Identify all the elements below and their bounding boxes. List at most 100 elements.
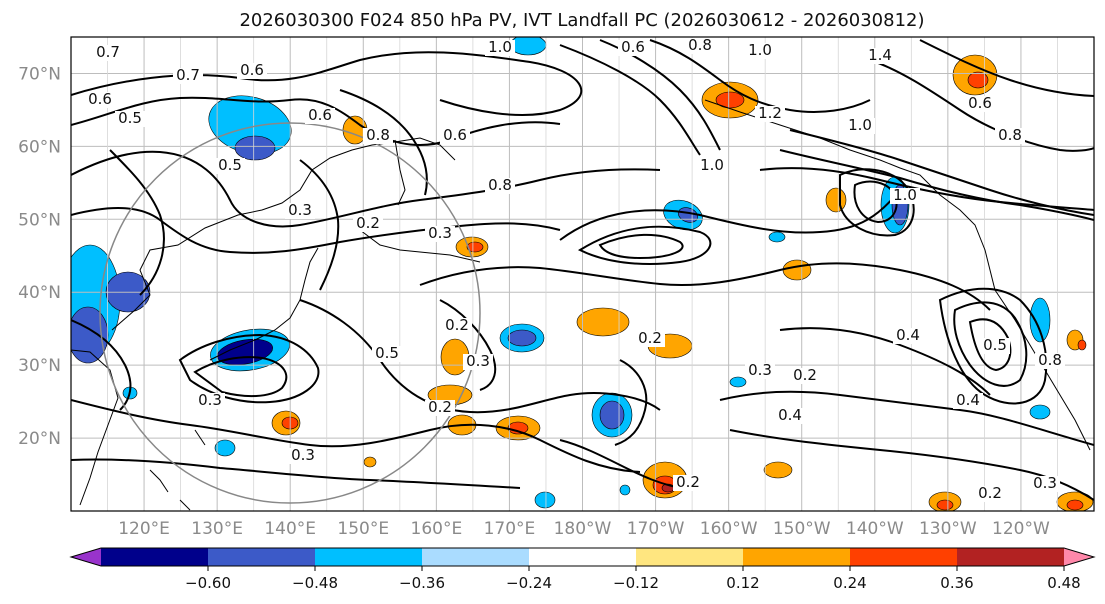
landfall-radius-circle [99,122,481,504]
anomaly-shading [1066,499,1084,511]
contour-label: 0.5 [218,156,242,174]
lon-tick-label: 150°E [337,519,389,539]
anomaly-shading [71,306,109,364]
contour-label: 0.8 [1038,351,1062,369]
latitude-labels: 70°N 60°N 50°N 40°N 30°N 20°N [18,64,61,449]
colorbar-label: 0.36 [940,574,973,592]
lat-tick-label: 70°N [18,64,61,84]
anomaly-shading [729,376,747,388]
pv-contour-line [419,262,991,311]
contour-label: 0.3 [288,201,312,219]
anomaly-shading [763,461,793,479]
lon-tick-label: 140°W [846,519,904,539]
contour-label-bg [673,475,703,491]
colorbar-label: 0.24 [833,574,866,592]
anomaly-shading [1077,339,1087,351]
coast-japan [209,247,319,361]
lon-tick-label: 130°W [919,519,977,539]
contour-label: 1.4 [868,46,892,64]
pv-contour-line [938,287,1048,405]
contour-label: 0.6 [88,90,112,108]
anomaly-shading [825,187,847,213]
contour-label-bg [995,128,1025,144]
pv-contour-line [71,150,661,228]
contour-label-bg [965,96,995,112]
colorbar-segment [850,548,958,566]
pv-contour-line [779,149,1094,221]
pv-contour-line [559,439,691,491]
contour-label-bg [173,68,203,84]
lat-tick-label: 20°N [18,429,61,449]
anomaly-shading [1029,297,1051,343]
colorbar-label: −0.12 [613,574,659,592]
pv-contour-line [789,129,1094,216]
colorbar-segment [529,548,637,566]
contour-label: 0.2 [356,214,380,232]
anomaly-shading [967,71,989,89]
contour-label-bg [440,128,470,144]
colorbar-label: −0.60 [185,574,231,592]
contour-label: 0.2 [793,366,817,384]
contour-labels: 0.7 0.6 0.5 0.7 0.6 0.8 0.6 0.5 0.3 0.2 0.3 0.8 1.0 0… [85,36,1065,502]
figure-title: 2026030300 F024 850 hPa PV, IVT Landfall… [239,10,924,31]
pv-contour-line [839,168,915,237]
contour-label-bg [1030,476,1060,492]
contour-label-bg [485,40,515,56]
contour-label: 0.5 [375,344,399,362]
lon-tick-label: 170°E [484,519,536,539]
contour-label: 0.3 [748,361,772,379]
anomaly-shading [576,307,630,337]
pv-contour-line [178,333,320,404]
contour-label-bg [425,226,455,242]
pv-contour-line [339,89,428,196]
contour-label-bg [195,393,225,409]
pv-contour-line [577,225,712,265]
contour-label: 0.6 [308,106,332,124]
contour-label-bg [372,346,402,362]
anomaly-shading [599,400,625,430]
pv-contour-line [71,399,641,473]
colorbar-label: −0.24 [506,574,552,592]
lon-tick-label: 180°W [554,519,612,539]
contour-label: 0.8 [366,126,390,144]
contour-label: 0.8 [998,126,1022,144]
contour-label: 0.7 [96,43,120,61]
contour-label-bg [215,158,245,174]
contour-label: 0.5 [118,109,142,127]
contour-label-bg [890,188,920,204]
colorbar-label: −0.48 [292,574,338,592]
contour-label-bg [237,63,267,79]
contour-label: 0.6 [621,38,645,56]
longitude-labels: 120°E 130°E 140°E 150°E 160°E 170°E 180°W 170°W… [118,519,1050,539]
lon-tick-label: 160°E [411,519,463,539]
pv-contour-line [649,39,871,113]
contour-label: 0.3 [428,224,452,242]
contour-label-bg [363,128,393,144]
lat-tick-label: 40°N [18,283,61,303]
anomaly-shading [234,135,276,161]
contour-label: 0.8 [688,36,712,54]
lat-tick-label: 50°N [18,210,61,230]
shaded-anomalies [71,37,1094,511]
colorbar-segment [957,548,1065,566]
pv-contours [71,39,1094,501]
graticule [71,37,1094,511]
anomaly-shading [715,91,745,109]
pv-contour-line [968,318,1012,372]
contour-label: 0.3 [1033,474,1057,492]
lon-tick-label: 130°E [191,519,243,539]
contour-label: 0.7 [176,66,200,84]
contour-label: 0.2 [676,473,700,491]
pv-contour-line [759,167,1094,211]
anomaly-shading [768,231,786,243]
contour-label-bg [353,216,383,232]
contour-label-bg [790,368,820,384]
colorbar-segment [208,548,316,566]
colorbar-arrow-left [71,548,101,566]
contour-label: 1.0 [893,186,917,204]
pv-contour-line [559,189,901,241]
contour-label-bg [745,363,775,379]
colorbar-segment [636,548,744,566]
pv-contour-line [779,327,991,396]
